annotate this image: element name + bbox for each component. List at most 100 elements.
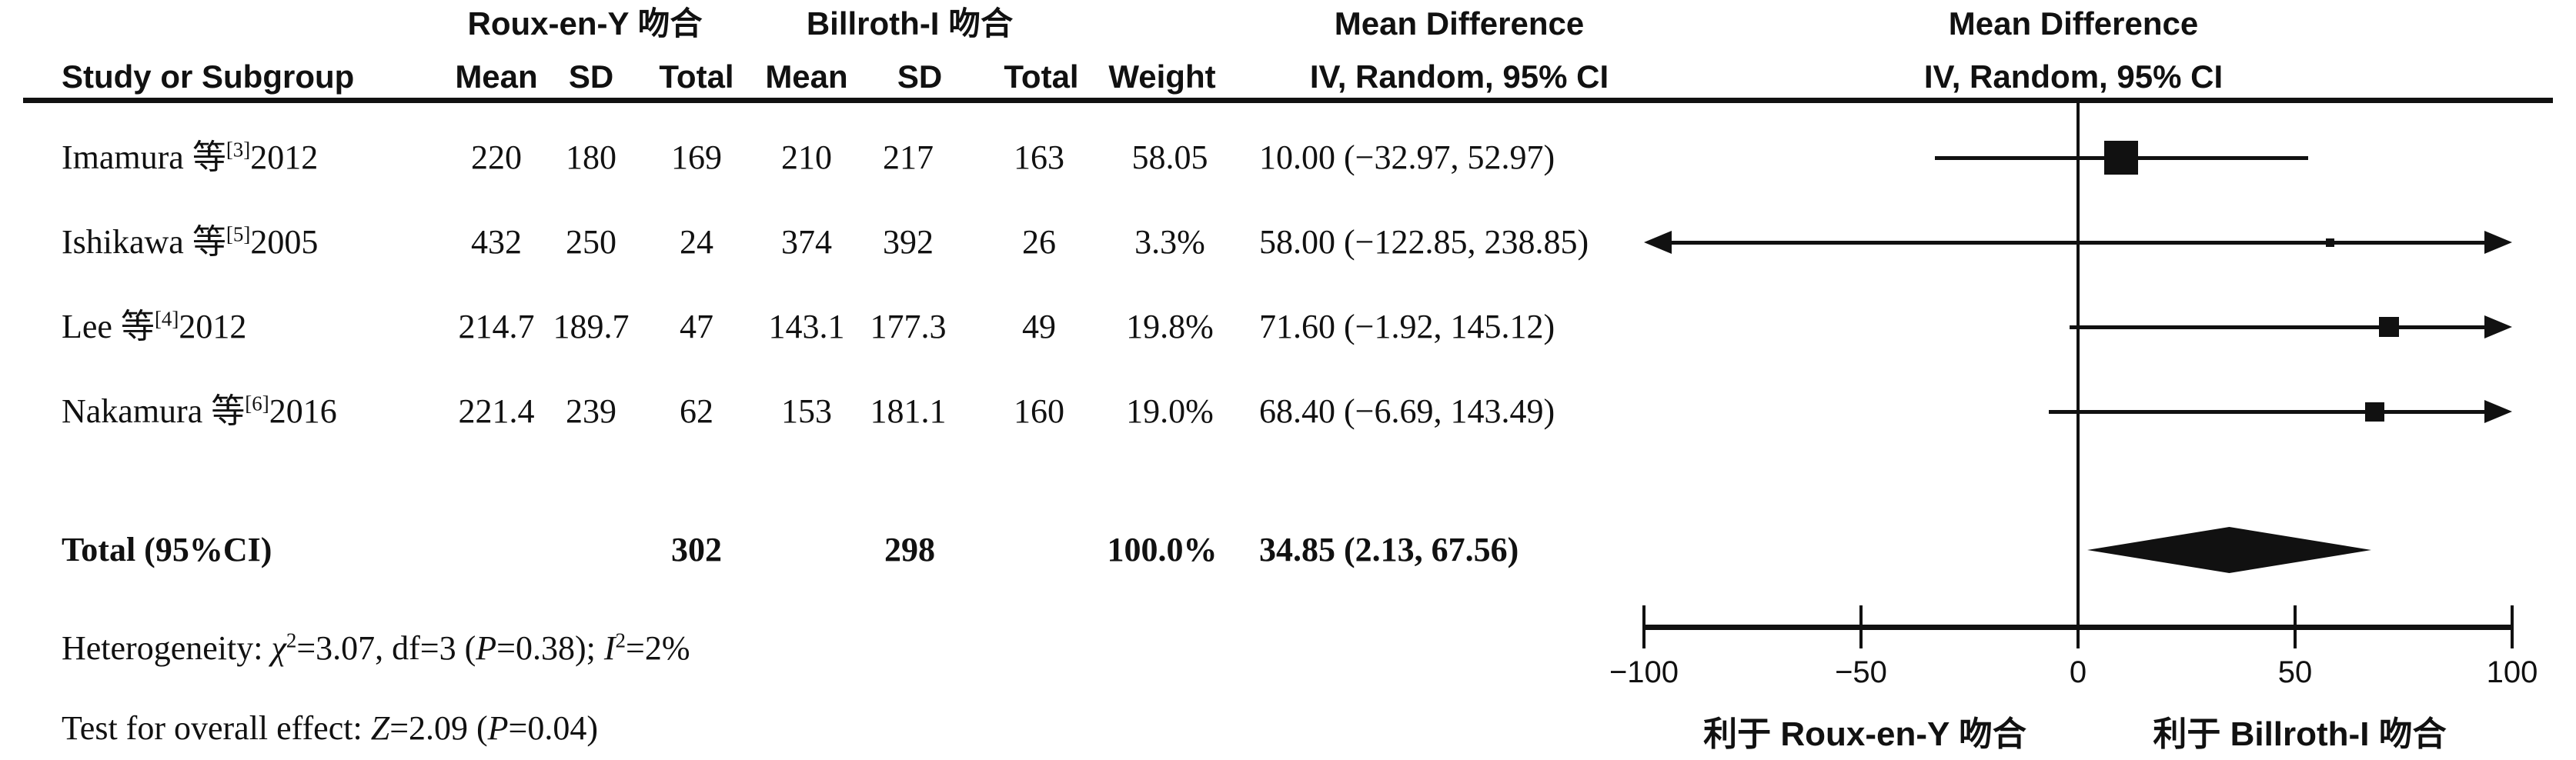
axis-tick [2511,605,2514,648]
ry-sd-value: 250 [566,223,616,261]
study-year: 2005 [250,223,319,261]
ry-sd-value: 189.7 [553,308,630,345]
ci-arrow-right [2484,315,2512,338]
study-year: 2012 [250,138,319,176]
weight-value: 19.8% [1126,308,1214,345]
effect-tail: =0.04) [508,709,599,747]
overall-effect-text: Test for overall effect: Z=2.09 (P=0.04) [62,708,598,749]
ry-total-value: 169 [671,138,722,176]
iv-ci-header-left: IV, Random, 95% CI [1309,58,1609,95]
heterogeneity-text: Heterogeneity: χ2=3.07, df=3 (P=0.38); I… [62,628,690,669]
bi-sd-value: 177.3 [870,308,947,345]
bi-total-value: 26 [1022,223,1056,261]
bi-sd-value: 392 [883,223,934,261]
favors-right-label: 利于 Billroth-I 吻合 [2153,715,2447,753]
md-ci-value: 10.00 (−32.97, 52.97) [1259,138,1555,176]
bi-mean-value: 210 [781,138,832,176]
study-label: Imamura 等[3]2012 [62,137,318,178]
ry-total-value: 47 [680,308,713,345]
total-md-ci: 34.85 (2.13, 67.56) [1259,531,1519,568]
column-header-ry-sd: SD [568,58,614,95]
effect-square [2104,141,2139,175]
bi-sd-value: 217 [883,138,934,176]
bi-mean-value: 153 [781,392,832,430]
bi-mean-value: 143.1 [768,308,845,345]
md-ci-value: 58.00 (−122.85, 238.85) [1259,223,1589,261]
bi-total-value: 160 [1014,392,1064,430]
effect-square [2378,317,2399,337]
p-symbol: P [487,709,509,747]
ci-line [2070,325,2491,329]
pooled-diamond [2087,527,2372,573]
study-name: Imamura 等 [62,138,226,176]
p-symbol: P [476,629,497,667]
column-header-bi-sd: SD [897,58,943,95]
group-header-billroth: Billroth-I 吻合 [806,5,1014,42]
bi-mean-value: 374 [781,223,832,261]
chi-symbol: χ [271,629,286,667]
md-ci-value: 71.60 (−1.92, 145.12) [1259,308,1555,345]
study-label: Lee 等[4]2012 [62,306,246,348]
bi-sd-value: 181.1 [870,392,947,430]
axis-tick-label: 100 [2486,655,2538,689]
study-ref: [4] [154,307,179,331]
column-header-ry-total: Total [659,58,734,95]
zero-line [2077,100,2080,627]
ry-total-value: 62 [680,392,713,430]
study-name: Lee 等 [62,308,155,345]
z-symbol: Z [370,709,390,747]
i-exponent: 2 [615,628,626,652]
effect-mid: =2.09 ( [389,709,488,747]
het-tail: =2% [626,629,690,667]
header-rule [23,98,2553,103]
ry-mean-value: 214.7 [458,308,535,345]
total-label: Total (95%CI) [62,531,272,568]
ry-total-value: 24 [680,223,713,261]
study-name: Nakamura 等 [62,392,246,430]
total-weight: 100.0% [1107,531,1218,568]
study-name: Ishikawa 等 [62,223,226,261]
favors-left-label: 利于 Roux-en-Y 吻合 [1703,715,2026,753]
column-header-bi-total: Total [1004,58,1079,95]
ci-arrow-left [1644,231,1672,254]
het-mid1: =3.07, df=3 ( [296,629,476,667]
study-label: Nakamura 等[6]2016 [62,391,337,432]
group-header-roux: Roux-en-Y 吻合 [467,5,703,42]
het-label: Heterogeneity: [62,629,272,667]
axis-tick-label: −50 [1835,655,1887,689]
ci-line [2049,410,2491,414]
column-header-study: Study or Subgroup [62,58,355,95]
effect-square [2365,402,2385,422]
total-bi-total: 298 [884,531,935,568]
chi-exponent: 2 [286,628,297,652]
study-label: Ishikawa 等[5]2005 [62,222,318,263]
axis-tick-label: 0 [2069,655,2087,689]
study-ref: [5] [226,222,251,246]
axis-tick-label: 50 [2277,655,2313,689]
axis-tick-label: −100 [1609,655,1679,689]
weight-value: 19.0% [1126,392,1214,430]
study-ref: [3] [226,138,251,162]
effect-square [2325,238,2334,247]
study-ref: [6] [245,392,269,415]
ry-sd-value: 239 [566,392,616,430]
column-header-ry-mean: Mean [455,58,538,95]
column-header-bi-mean: Mean [765,58,848,95]
md-ci-value: 68.40 (−6.69, 143.49) [1259,392,1555,430]
ry-mean-value: 220 [471,138,522,176]
study-year: 2016 [269,392,337,430]
md-header-left: Mean Difference [1334,5,1585,42]
total-ry-total: 302 [671,531,722,568]
bi-total-value: 49 [1022,308,1056,345]
weight-value: 58.05 [1131,138,1208,176]
ci-arrow-right [2484,400,2512,423]
effect-label: Test for overall effect: [62,709,371,747]
ci-arrow-right [2484,231,2512,254]
weight-value: 3.3% [1134,223,1205,261]
x-axis [1644,625,2512,630]
study-year: 2012 [179,308,247,345]
md-header-right: Mean Difference [1948,5,2199,42]
ry-mean-value: 432 [471,223,522,261]
